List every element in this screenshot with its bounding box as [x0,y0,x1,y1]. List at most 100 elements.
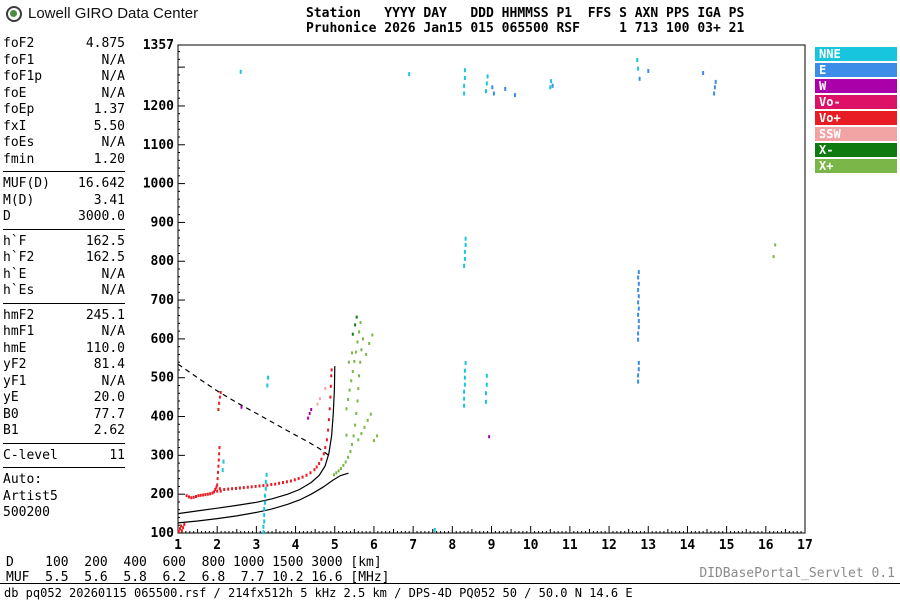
parameter-value: N/A [102,53,125,70]
parameter-row: yF1N/A [3,374,125,391]
svg-text:1357: 1357 [143,38,174,53]
parameter-value: 81.4 [94,357,125,374]
parameter-row: h`EN/A [3,267,125,284]
footer-info: db pq052 20260115 065500.rsf / 214fx512h… [4,586,633,600]
parameter-row: h`F2162.5 [3,250,125,267]
legend-item-ssw: SSW [815,127,897,141]
muf-distance-row: D 100 200 400 600 800 1000 1500 3000 [km… [6,555,390,570]
parameter-value: 110.0 [86,341,125,358]
parameter-value: N/A [102,135,125,152]
parameter-value: N/A [102,69,125,86]
parameter-label: foF1p [3,69,42,86]
parameter-row: foEs N/A [3,135,125,152]
parameter-value: 11 [109,448,125,465]
parameter-section: MUF(D)16.642M(D)3.41D3000.0 [3,176,125,230]
svg-text:7: 7 [409,538,417,553]
svg-text:1200: 1200 [143,99,174,114]
servlet-version-label: DIDBasePortal_Servlet 0.1 [699,566,895,581]
parameter-row: foF1 N/A [3,53,125,70]
parameter-label: fmin [3,152,34,169]
parameter-value: 162.5 [86,234,125,251]
brand-header: Lowell GIRO Data Center [6,5,198,22]
parameter-value: 5.50 [94,119,125,136]
parameter-value: 16.642 [78,176,125,193]
legend-item-vo: Vo+ [815,111,897,125]
parameter-row: yF2 81.4 [3,357,125,374]
parameter-row: Auto: [3,472,125,489]
parameter-label: yF1 [3,374,26,391]
parameter-label: foEs [3,135,34,152]
parameter-section: hmF2 245.1hmF1N/AhmE 110.0 yF2 81.4yF1N/AyE 2… [3,308,125,444]
parameter-row: foEN/A [3,86,125,103]
parameter-value: 1.20 [94,152,125,169]
svg-text:3: 3 [252,538,260,553]
parameter-row: h`F 162.5 [3,234,125,251]
parameter-value: N/A [102,283,125,300]
parameter-label: B0 [3,407,19,424]
parameter-label: yF2 [3,357,26,374]
svg-text:8: 8 [448,538,456,553]
svg-text:400: 400 [151,410,175,425]
parameter-row: M(D) 3.41 [3,193,125,210]
footer-divider [0,583,900,584]
muf-table: D 100 200 400 600 800 1000 1500 3000 [km… [6,555,390,585]
parameter-value: 4.875 [86,36,125,53]
parameter-section: Auto:Artist5500200 [3,472,125,522]
parameter-label: h`F [3,234,26,251]
svg-text:5: 5 [331,538,339,553]
parameter-row: h`Es N/A [3,283,125,300]
parameter-label: M(D) [3,193,34,210]
parameter-label: foE [3,86,26,103]
svg-text:6: 6 [370,538,378,553]
parameter-value: 245.1 [86,308,125,325]
parameter-value: 3.41 [94,193,125,210]
parameter-row: foF1p N/A [3,69,125,86]
svg-text:100: 100 [151,526,175,541]
parameter-section: h`F 162.5h`F2162.5h`EN/Ah`Es N/A [3,234,125,304]
brand-title: Lowell GIRO Data Center [28,5,198,22]
parameter-row: foF24.875 [3,36,125,53]
svg-text:2: 2 [213,538,221,553]
ionogram-chart: 1234567891011121314151617100200300400500… [130,30,830,570]
parameter-label: C-level [3,448,58,465]
lowell-logo-icon [6,6,22,22]
parameter-row: hmF1N/A [3,324,125,341]
svg-text:9: 9 [488,538,496,553]
parameter-label: foF1 [3,53,34,70]
parameter-label: Auto: [3,472,42,489]
legend-item-x: X+ [815,159,897,173]
svg-text:200: 200 [151,487,175,502]
parameter-label: foEp [3,102,34,119]
parameter-label: hmF1 [3,324,34,341]
parameter-value: 2.62 [94,423,125,440]
parameter-label: fxI [3,119,26,136]
legend-item-e: E [815,63,897,77]
svg-text:4: 4 [292,538,300,553]
svg-text:17: 17 [797,538,813,553]
parameter-value: 1.37 [94,102,125,119]
parameter-row: C-level 11 [3,448,125,465]
parameter-label: hmF2 [3,308,34,325]
didbase-ionogram-page: Lowell GIRO Data Center Station YYYY DAY… [0,0,900,600]
svg-text:16: 16 [758,538,774,553]
parameter-row: 500200 [3,505,125,522]
parameter-label: yE [3,390,19,407]
svg-text:11: 11 [562,538,578,553]
parameter-row: hmE 110.0 [3,341,125,358]
parameter-label: h`Es [3,283,34,300]
parameter-panel: foF24.875foF1N/AfoF1pN/AfoEN/AfoEp1.37fx… [3,36,125,525]
svg-text:15: 15 [719,538,735,553]
parameter-row: fxI 5.50 [3,119,125,136]
svg-text:1000: 1000 [143,177,174,192]
svg-text:12: 12 [601,538,617,553]
parameter-label: hmE [3,341,26,358]
svg-text:1100: 1100 [143,138,174,153]
svg-text:14: 14 [680,538,696,553]
svg-text:900: 900 [151,215,175,230]
parameter-row: Artist5 [3,489,125,506]
svg-text:13: 13 [640,538,656,553]
parameter-section: C-level 11 [3,448,125,469]
svg-text:600: 600 [151,332,175,347]
legend-item-nne: NNE [815,47,897,61]
parameter-row: fmin 1.20 [3,152,125,169]
